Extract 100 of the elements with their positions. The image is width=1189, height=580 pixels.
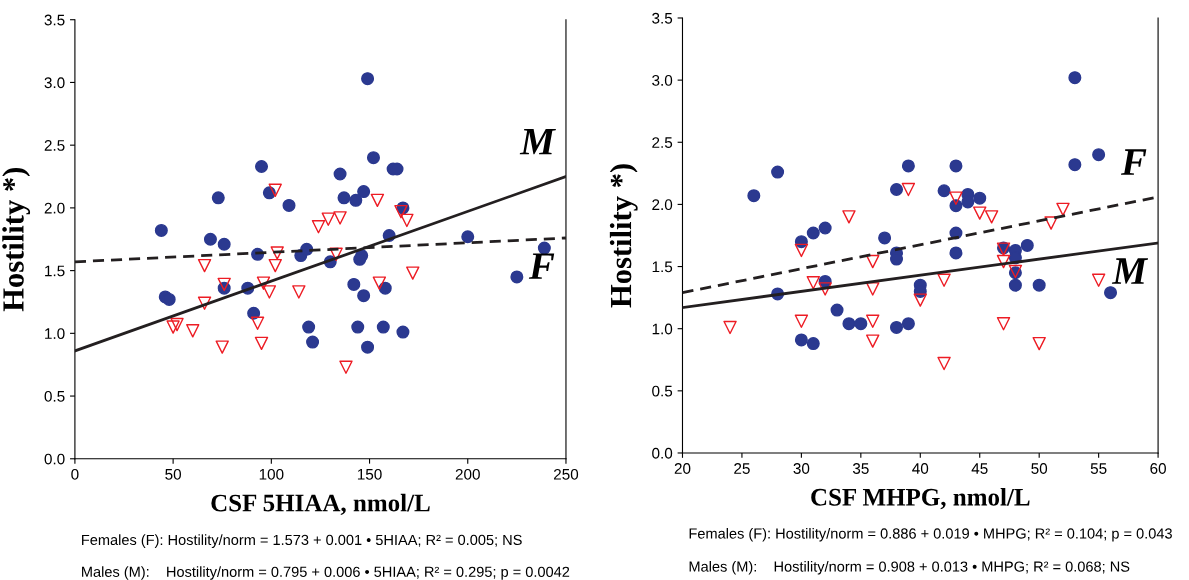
point	[254, 336, 269, 351]
point	[162, 292, 176, 306]
point	[339, 360, 353, 374]
y-axis-title: Hostility *)	[2, 168, 31, 312]
x-tick-label: 45	[971, 463, 988, 474]
point	[378, 281, 392, 295]
point	[306, 335, 320, 349]
y-tick-label: 3.5	[44, 14, 65, 26]
point	[376, 320, 390, 334]
x-tick-label: 50	[1031, 463, 1048, 474]
x-tick-label: 30	[793, 463, 810, 474]
point	[357, 289, 371, 303]
point	[901, 182, 916, 197]
x-tick-label: 0	[71, 468, 79, 480]
point	[771, 165, 785, 179]
point	[256, 276, 271, 290]
point	[203, 232, 217, 246]
point	[366, 151, 380, 165]
point	[268, 183, 282, 198]
y-tick-label: 1.0	[45, 328, 65, 340]
y-tick-label: 0.5	[44, 390, 65, 402]
point	[247, 306, 261, 320]
x-tick-label: 40	[912, 463, 929, 474]
point	[973, 191, 987, 205]
y-tick-label: 0.0	[652, 447, 673, 459]
series-label: F	[528, 253, 555, 279]
point	[197, 258, 212, 273]
point	[351, 320, 365, 334]
point	[806, 226, 820, 240]
x-tick-label: 200	[455, 468, 480, 480]
point	[337, 191, 351, 205]
x-tick-label: 60	[1150, 463, 1166, 474]
point	[406, 266, 420, 280]
y-tick-label: 2.5	[44, 140, 65, 151]
point	[268, 258, 282, 273]
point	[949, 246, 963, 260]
point	[996, 254, 1011, 269]
point	[510, 270, 524, 284]
point	[973, 206, 987, 220]
point	[747, 189, 761, 203]
point	[794, 314, 809, 328]
point	[347, 277, 361, 291]
point	[1068, 71, 1082, 85]
point	[913, 293, 927, 307]
point	[949, 191, 963, 205]
x-tick-label: 100	[259, 468, 284, 480]
point	[1032, 336, 1046, 351]
point	[806, 337, 820, 351]
point	[937, 273, 951, 287]
point	[901, 159, 915, 173]
point	[262, 285, 277, 299]
point	[372, 276, 387, 290]
y-tick-label: 2.5	[652, 137, 673, 148]
x-tick-label: 55	[1090, 463, 1107, 474]
point	[866, 254, 880, 269]
point	[830, 303, 844, 317]
text: Females (F): Hostility/norm = 1.573 + 0.001 • 5HIAA; R² = 0.005; NS	[82, 534, 522, 548]
point	[394, 204, 408, 219]
point	[866, 314, 880, 328]
point	[255, 159, 269, 173]
y-tick-label: 3.5	[652, 12, 673, 24]
point	[1032, 278, 1046, 292]
point	[842, 317, 856, 331]
y-tick-label: 1.5	[45, 265, 65, 277]
text: Males (M): Hostility/norm = 0.908 + 0.013 • MHPG; R² = 0.068; NS	[689, 561, 1130, 575]
y-tick-label: 2.0	[652, 199, 673, 211]
series-label: F	[1121, 149, 1147, 175]
point	[361, 72, 375, 86]
point	[1068, 158, 1082, 172]
x-tick-label: 250	[553, 468, 579, 480]
series-label: M	[1111, 258, 1149, 284]
point	[311, 219, 326, 234]
point	[217, 237, 231, 251]
point	[357, 185, 371, 199]
y-tick-label: 2.0	[44, 202, 65, 214]
point	[333, 211, 347, 225]
y-tick-label: 3.0	[44, 77, 65, 89]
point	[901, 317, 915, 331]
y-tick-label: 3.0	[652, 74, 673, 86]
point	[166, 320, 180, 334]
point	[818, 282, 832, 296]
point	[794, 243, 809, 258]
point	[996, 317, 1011, 331]
x-tick-label: 50	[165, 468, 182, 480]
point	[866, 334, 880, 348]
y-tick-label: 1.5	[652, 261, 673, 273]
y-tick-label: 0.0	[44, 453, 65, 465]
point	[794, 333, 808, 347]
text: Males (M): Hostility/norm = 0.795 + 0.006 • 5HIAA; R² = 0.295; p = 0.0042	[82, 566, 570, 580]
point	[806, 275, 820, 290]
point	[890, 320, 904, 334]
point	[361, 340, 375, 354]
point	[154, 223, 168, 237]
point	[984, 210, 999, 224]
point	[461, 230, 475, 244]
point	[400, 213, 414, 228]
point	[866, 282, 880, 296]
point	[949, 159, 963, 173]
point	[890, 182, 904, 196]
point	[1044, 216, 1058, 230]
